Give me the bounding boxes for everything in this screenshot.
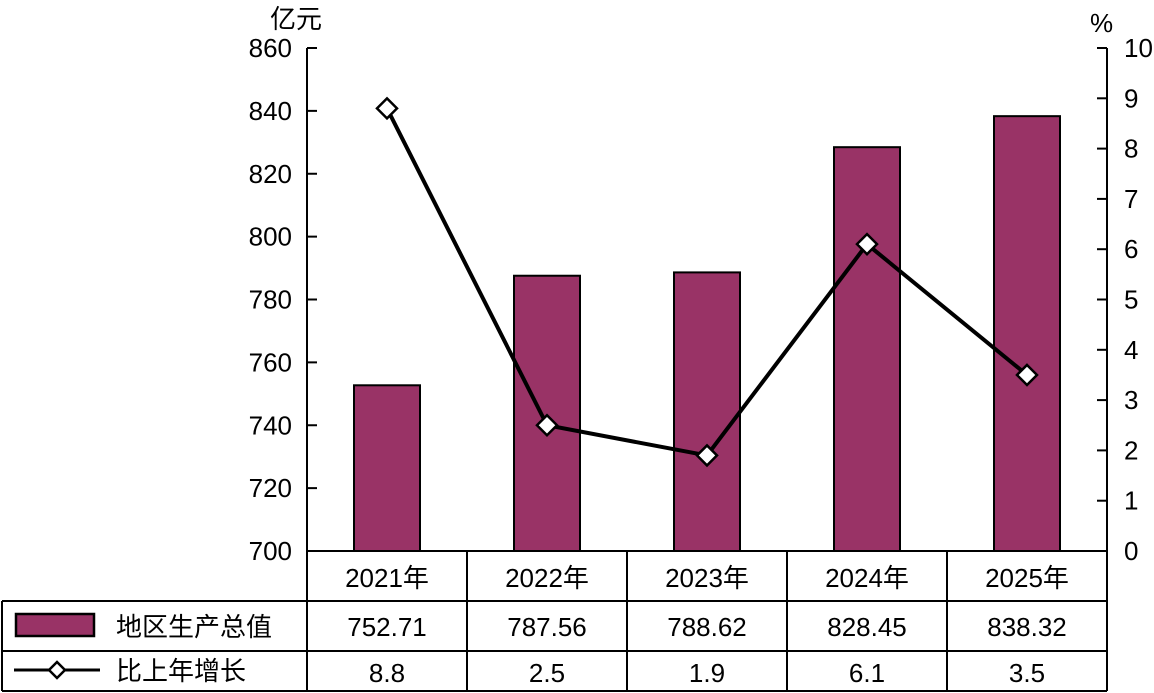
bars-layer bbox=[353, 115, 1061, 553]
bar-value-label: 787.56 bbox=[507, 612, 587, 642]
bar-2022年 bbox=[513, 274, 581, 552]
right-tick-label: 7 bbox=[1124, 184, 1138, 214]
growth-point-2024年 bbox=[855, 232, 879, 256]
bar-value-label: 788.62 bbox=[667, 612, 747, 642]
bar-value-label: 752.71 bbox=[347, 612, 427, 642]
growth-point-2025年 bbox=[1015, 363, 1039, 387]
x-tick-label: 2024年 bbox=[825, 563, 909, 593]
legend-bar-swatch bbox=[14, 612, 96, 638]
legend-bar-label: 地区生产总值 bbox=[116, 612, 272, 642]
bar-2025年 bbox=[993, 115, 1061, 553]
left-tick-label: 780 bbox=[249, 285, 292, 315]
growth-value-label: 3.5 bbox=[1009, 658, 1045, 688]
growth-value-label: 1.9 bbox=[689, 658, 725, 688]
growth-value-label: 6.1 bbox=[849, 658, 885, 688]
right-tick-label: 9 bbox=[1124, 83, 1138, 113]
right-axis-unit: % bbox=[1090, 8, 1113, 38]
right-tick-label: 4 bbox=[1124, 335, 1138, 365]
right-tick-label: 3 bbox=[1124, 385, 1138, 415]
growth-line-layer bbox=[375, 96, 1039, 468]
x-tick-label: 2021年 bbox=[345, 563, 429, 593]
left-axis-unit: 亿元 bbox=[270, 4, 322, 34]
bar-2023年 bbox=[673, 271, 741, 552]
legend-line-label: 比上年增长 bbox=[116, 656, 246, 686]
right-tick-label: 6 bbox=[1124, 234, 1138, 264]
bar-2021年 bbox=[353, 384, 421, 552]
growth-value-label: 8.8 bbox=[369, 658, 405, 688]
left-tick-label: 840 bbox=[249, 96, 292, 126]
right-tick-label: 8 bbox=[1124, 134, 1138, 164]
right-tick-label: 5 bbox=[1124, 285, 1138, 315]
left-tick-label: 760 bbox=[249, 347, 292, 377]
right-tick-label: 0 bbox=[1124, 536, 1138, 566]
bar-value-label: 828.45 bbox=[827, 612, 907, 642]
right-tick-label: 10 bbox=[1124, 33, 1153, 63]
growth-point-2021年 bbox=[375, 96, 399, 121]
bar-value-label: 838.32 bbox=[987, 612, 1067, 642]
left-tick-label: 800 bbox=[249, 222, 292, 252]
right-tick-label: 2 bbox=[1124, 435, 1138, 465]
right-tick-label: 1 bbox=[1124, 486, 1138, 516]
growth-point-2022年 bbox=[535, 413, 559, 438]
axes-layer: 700 720 740 760 780 800 820 840 860 0 1 2 3 4 5 6 7 8 9 10 bbox=[249, 33, 1153, 566]
left-tick-label: 720 bbox=[249, 473, 292, 503]
left-tick-label: 740 bbox=[249, 410, 292, 440]
legend-line-marker bbox=[47, 660, 67, 680]
growth-value-label: 2.5 bbox=[529, 658, 565, 688]
x-tick-label: 2023年 bbox=[665, 563, 749, 593]
bar-2024年 bbox=[833, 146, 901, 553]
x-tick-label: 2025年 bbox=[985, 563, 1069, 593]
left-tick-label: 860 bbox=[249, 33, 292, 63]
x-tick-label: 2022年 bbox=[505, 563, 589, 593]
growth-point-2023年 bbox=[695, 443, 719, 468]
left-tick-label: 700 bbox=[249, 536, 292, 566]
left-tick-label: 820 bbox=[249, 159, 292, 189]
